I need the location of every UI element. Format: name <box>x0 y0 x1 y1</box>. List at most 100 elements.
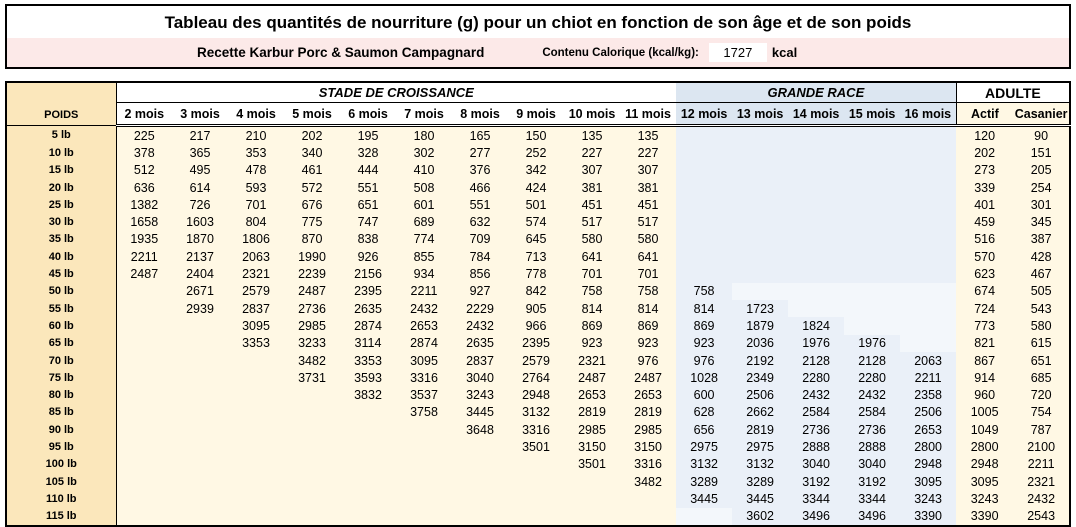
value-cell: 307 <box>620 161 677 179</box>
value-cell: 2432 <box>844 386 901 404</box>
value-cell: 856 <box>452 265 508 283</box>
value-cell <box>732 161 789 179</box>
value-cell <box>172 507 228 526</box>
value-cell: 674 <box>956 282 1014 300</box>
weight-cell: 10 lb <box>6 144 117 162</box>
value-cell: 2211 <box>116 248 172 266</box>
value-cell: 814 <box>564 299 620 318</box>
value-cell: 2662 <box>732 403 789 422</box>
value-cell: 2736 <box>844 421 901 439</box>
table-row: 25 lb 1382 726 701 676 651 601 551 501 451 451 401 3… <box>6 196 1071 214</box>
value-cell: 2888 <box>788 438 845 456</box>
value-cell: 451 <box>620 196 677 214</box>
value-cell <box>396 455 452 473</box>
value-cell: 505 <box>1013 282 1071 300</box>
value-cell: 701 <box>228 196 284 214</box>
value-cell: 2975 <box>676 438 733 456</box>
value-cell: 2358 <box>900 386 957 404</box>
value-cell <box>788 213 845 231</box>
value-cell: 923 <box>564 334 620 352</box>
value-cell <box>676 213 733 231</box>
weight-cell: 20 lb <box>6 178 117 197</box>
value-cell <box>340 438 396 456</box>
table-row: 15 lb 512 495 478 461 444 410 376 342 307 307 273 20… <box>6 161 1071 179</box>
value-cell <box>172 490 228 508</box>
calorie-label: Contenu Calorique (kcal/kg): <box>542 46 699 59</box>
value-cell <box>676 248 733 266</box>
value-cell: 2671 <box>172 282 228 300</box>
value-cell: 870 <box>284 230 340 249</box>
value-cell <box>116 421 172 439</box>
value-cell: 2985 <box>284 317 340 335</box>
value-cell: 2229 <box>452 299 508 318</box>
value-cell: 574 <box>508 213 564 231</box>
value-cell: 365 <box>172 144 228 162</box>
value-cell: 838 <box>340 230 396 249</box>
value-cell <box>844 317 901 335</box>
value-cell <box>284 386 340 404</box>
value-cell: 747 <box>340 213 396 231</box>
value-cell <box>844 161 901 179</box>
value-cell: 3537 <box>396 386 452 404</box>
value-cell: 726 <box>172 196 228 214</box>
value-cell: 2211 <box>1013 455 1071 473</box>
value-cell <box>284 507 340 526</box>
value-cell: 923 <box>676 334 733 352</box>
value-cell <box>116 334 172 352</box>
value-cell: 709 <box>452 230 508 249</box>
value-cell: 651 <box>1013 351 1071 370</box>
value-cell: 1603 <box>172 213 228 231</box>
value-cell: 3243 <box>900 490 957 508</box>
value-cell <box>116 282 172 300</box>
value-cell <box>396 472 452 491</box>
value-cell: 3353 <box>228 334 284 352</box>
value-cell: 3648 <box>452 421 508 439</box>
value-cell: 784 <box>452 248 508 266</box>
weight-cell: 25 lb <box>6 196 117 214</box>
value-cell: 345 <box>1013 213 1071 231</box>
value-cell <box>844 196 901 214</box>
value-cell: 2635 <box>340 299 396 318</box>
value-cell: 3602 <box>732 507 789 526</box>
value-cell: 934 <box>396 265 452 283</box>
value-cell: 3233 <box>284 334 340 352</box>
value-cell: 615 <box>1013 334 1071 352</box>
value-cell: 724 <box>956 299 1014 318</box>
value-cell: 339 <box>956 178 1014 197</box>
value-cell: 225 <box>116 125 172 145</box>
value-cell: 3353 <box>340 351 396 370</box>
value-cell <box>788 282 845 300</box>
value-cell: 623 <box>956 265 1014 283</box>
value-cell: 3390 <box>900 507 957 526</box>
value-cell: 651 <box>340 196 396 214</box>
value-cell <box>844 125 901 145</box>
value-cell: 923 <box>620 334 677 352</box>
value-cell <box>452 472 508 491</box>
value-cell: 2584 <box>788 403 845 422</box>
value-cell: 2487 <box>620 369 677 387</box>
value-cell <box>172 386 228 404</box>
value-cell: 254 <box>1013 178 1071 197</box>
value-cell: 1990 <box>284 248 340 266</box>
value-cell: 2063 <box>900 351 957 370</box>
value-cell <box>900 125 957 145</box>
value-cell: 410 <box>396 161 452 179</box>
value-cell: 501 <box>508 196 564 214</box>
value-cell <box>844 178 901 197</box>
value-cell: 3132 <box>508 403 564 422</box>
value-cell <box>676 178 733 197</box>
value-cell: 713 <box>508 248 564 266</box>
table-row: 60 lb 3095 2985 2874 2653 2432 966 869 869 869 187… <box>6 317 1071 335</box>
value-cell: 689 <box>396 213 452 231</box>
value-cell <box>676 161 733 179</box>
value-cell: 252 <box>508 144 564 162</box>
value-cell: 572 <box>284 178 340 197</box>
value-cell: 3390 <box>956 507 1014 526</box>
value-cell: 570 <box>956 248 1014 266</box>
table-head: POIDS STADE DE CROISSANCE GRANDE RACE ADULT… <box>6 82 1071 127</box>
value-cell <box>564 507 620 526</box>
table-row: 105 lb 3482 3289 3289 3192 3192 3095 3095 2321 <box>6 472 1071 491</box>
value-cell <box>228 421 284 439</box>
table-row: 40 lb 2211 2137 2063 1990 926 855 784 713 641 641 5… <box>6 248 1071 266</box>
value-cell: 135 <box>620 125 677 145</box>
